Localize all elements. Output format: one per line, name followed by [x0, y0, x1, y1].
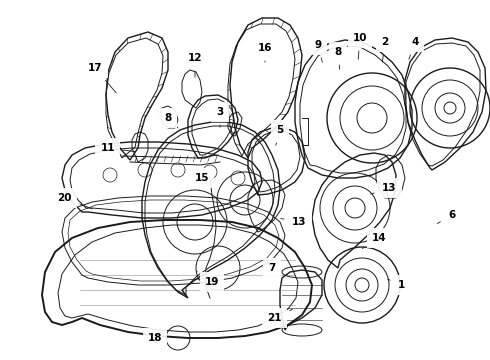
- Text: 8: 8: [334, 47, 342, 69]
- Text: 1: 1: [388, 279, 405, 290]
- Text: 3: 3: [217, 107, 223, 127]
- Text: 15: 15: [195, 173, 209, 186]
- Text: 16: 16: [258, 43, 272, 62]
- Text: 4: 4: [409, 37, 418, 59]
- Text: 19: 19: [197, 271, 219, 287]
- Text: 2: 2: [381, 37, 389, 62]
- Text: 5: 5: [276, 125, 284, 145]
- Text: 14: 14: [363, 233, 387, 248]
- Text: 10: 10: [353, 33, 367, 59]
- Text: 18: 18: [148, 330, 163, 343]
- Text: 6: 6: [438, 210, 455, 224]
- Text: 13: 13: [370, 183, 396, 194]
- Text: 13: 13: [281, 217, 307, 227]
- Text: 20: 20: [57, 193, 93, 209]
- Text: 17: 17: [88, 63, 116, 93]
- Text: 7: 7: [267, 262, 276, 273]
- Text: 12: 12: [188, 53, 202, 77]
- Text: 9: 9: [315, 40, 322, 62]
- Text: 8: 8: [164, 113, 178, 128]
- Text: 11: 11: [100, 143, 135, 153]
- Text: 21: 21: [268, 309, 293, 323]
